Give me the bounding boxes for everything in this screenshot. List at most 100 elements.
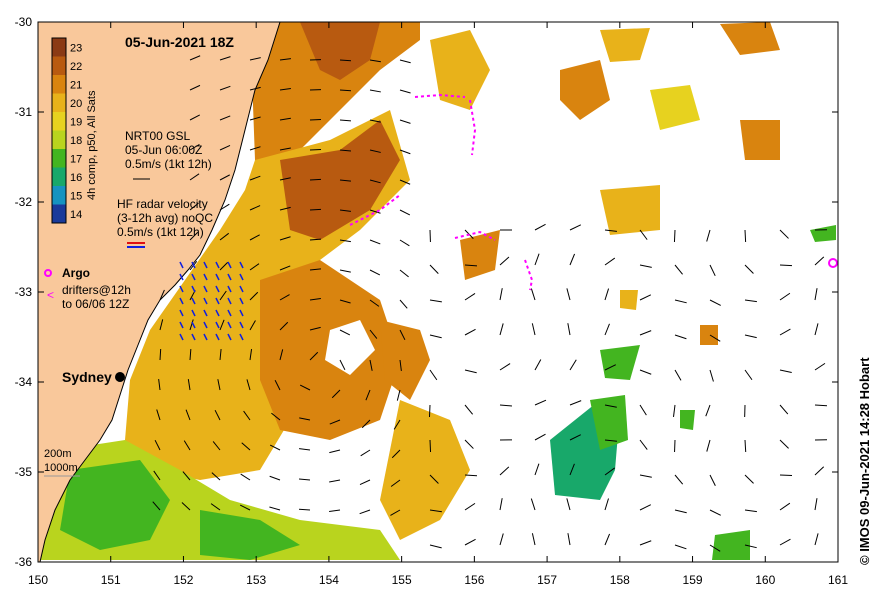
- current-arrow: [429, 334, 442, 339]
- current-arrow: [211, 472, 221, 481]
- y-tick-label: -35: [15, 465, 33, 479]
- current-arrow: [709, 369, 714, 382]
- current-arrow: [279, 294, 290, 301]
- current-arrow: [744, 299, 757, 303]
- credit-text: © IMOS 09-Jun-2021 14:28 Hobart: [857, 357, 872, 565]
- hf-arrow: [227, 309, 232, 317]
- current-arrow: [814, 288, 818, 301]
- current-arrow: [779, 369, 792, 374]
- colorbar-swatch: [52, 130, 66, 150]
- current-arrow: [744, 439, 747, 453]
- current-arrow: [219, 115, 231, 121]
- current-arrow: [569, 359, 577, 371]
- current-arrow: [464, 369, 477, 374]
- current-arrow: [531, 323, 536, 336]
- x-tick-label: 158: [610, 573, 630, 587]
- current-arrow: [464, 538, 476, 546]
- current-arrow: [219, 56, 231, 61]
- current-arrow: [709, 299, 721, 306]
- current-arrow: [182, 471, 191, 481]
- current-arrow: [309, 326, 321, 331]
- current-arrow: [390, 479, 401, 487]
- argo-legend: Argo < drifters@12h to 06/06 12Z: [44, 266, 131, 311]
- sydney-label: Sydney: [62, 369, 112, 385]
- gsl-line-3: 0.5m/s (1kt 12h): [125, 157, 212, 171]
- current-arrow: [779, 292, 791, 301]
- colorbar-swatch: [52, 167, 66, 187]
- hf-arrow: [179, 321, 184, 329]
- current-arrow: [279, 265, 291, 271]
- y-tick-label: -31: [15, 105, 33, 119]
- hf-arrow: [227, 333, 232, 341]
- hf-arrow: [239, 285, 244, 293]
- current-arrow: [569, 224, 582, 231]
- hf-arrow: [191, 333, 196, 341]
- current-arrow: [299, 384, 311, 391]
- current-arrow: [269, 475, 281, 481]
- x-tick-label: 159: [683, 573, 703, 587]
- current-arrow: [464, 264, 478, 267]
- hf-arrow: [227, 285, 232, 293]
- current-arrow: [534, 399, 547, 406]
- x-tick-label: 150: [28, 573, 48, 587]
- hf-arrow: [239, 333, 244, 341]
- current-arrow: [566, 498, 571, 511]
- current-arrow: [329, 479, 341, 483]
- current-arrow: [339, 239, 351, 243]
- current-arrow: [709, 474, 716, 486]
- current-arrow: [249, 116, 261, 121]
- current-arrow: [673, 404, 676, 417]
- x-tick-label: 157: [537, 573, 557, 587]
- sst-field: [40, 22, 836, 560]
- current-arrow: [499, 498, 503, 511]
- current-arrow: [429, 299, 442, 303]
- current-arrow: [399, 179, 411, 185]
- current-arrow: [399, 329, 406, 341]
- argo-marker: [828, 258, 838, 268]
- x-tick-label: 161: [828, 573, 848, 587]
- current-arrow: [429, 264, 439, 274]
- hf-arrow: [203, 297, 208, 305]
- current-arrow: [249, 175, 261, 181]
- current-arrow: [271, 412, 281, 421]
- hf-arrow: [215, 273, 220, 281]
- current-arrow: [464, 439, 474, 449]
- current-arrow: [429, 509, 442, 513]
- current-arrow: [309, 297, 321, 301]
- colorbar-label: 21: [70, 79, 82, 91]
- current-arrow: [464, 293, 476, 301]
- colorbar-label: 19: [70, 116, 82, 128]
- current-arrow: [159, 289, 165, 301]
- current-arrow: [814, 533, 819, 546]
- current-arrow: [339, 59, 352, 62]
- current-arrow: [279, 349, 284, 361]
- hf-arrow: [191, 321, 196, 329]
- current-arrow: [674, 299, 687, 304]
- colorbar-label: 16: [70, 172, 82, 184]
- current-arrow: [779, 404, 789, 415]
- current-arrow: [189, 231, 199, 241]
- current-arrow: [329, 449, 341, 454]
- colorbar-swatch: [52, 56, 66, 76]
- current-arrow: [391, 449, 401, 459]
- current-arrow: [369, 149, 381, 153]
- current-arrow: [299, 448, 311, 451]
- hf-arrow: [191, 261, 196, 269]
- land-australia: [37, 21, 281, 563]
- current-arrow: [534, 359, 542, 371]
- current-arrow: [709, 334, 721, 342]
- current-arrow: [249, 205, 261, 211]
- current-arrow: [399, 89, 411, 94]
- current-arrow: [181, 502, 191, 511]
- current-arrow: [779, 328, 791, 336]
- current-arrow: [428, 404, 431, 418]
- current-arrow: [309, 178, 322, 181]
- current-arrow: [604, 288, 610, 301]
- current-arrow: [744, 334, 757, 339]
- hf-arrow: [227, 321, 232, 329]
- current-arrow: [399, 359, 402, 371]
- current-arrow: [279, 58, 291, 61]
- current-arrow: [154, 439, 161, 451]
- current-arrow: [429, 544, 442, 549]
